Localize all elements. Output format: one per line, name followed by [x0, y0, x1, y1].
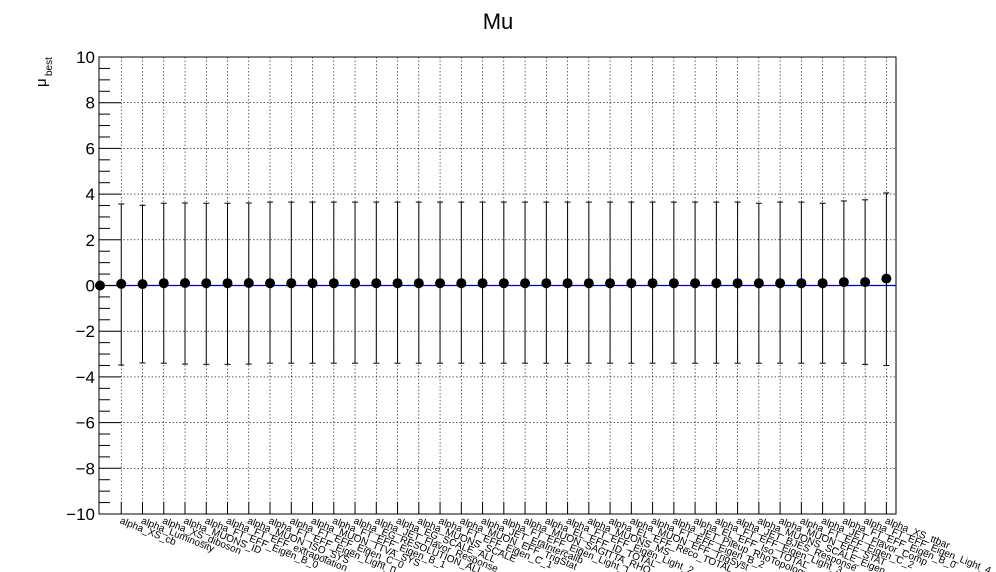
data-point — [583, 278, 594, 289]
data-point — [796, 278, 807, 289]
y-axis-label: μ best — [33, 57, 55, 87]
data-point — [541, 278, 552, 289]
data-point — [222, 278, 233, 289]
y-tick-label: 6 — [86, 139, 95, 158]
data-point — [158, 278, 169, 289]
data-point — [435, 278, 446, 289]
y-tick-label: 4 — [86, 185, 95, 204]
data-point — [520, 278, 531, 289]
y-tick-label: −4 — [76, 368, 95, 387]
data-point — [413, 278, 424, 289]
y-tick-label: −2 — [76, 322, 95, 341]
data-point — [817, 278, 828, 289]
data-point — [711, 278, 722, 289]
data-point — [562, 278, 573, 289]
data-point — [498, 278, 509, 289]
data-point — [392, 278, 403, 289]
data-point — [732, 278, 743, 289]
data-point — [328, 278, 339, 289]
data-point — [775, 278, 786, 289]
y-axis-label-sub: best — [44, 57, 55, 76]
y-tick-label: −10 — [66, 505, 95, 524]
data-point — [838, 277, 849, 288]
data-point — [626, 278, 637, 289]
axes — [99, 56, 887, 515]
y-tick-label: 8 — [86, 94, 95, 113]
data-point — [881, 273, 892, 284]
y-tick-label: −8 — [76, 459, 95, 478]
y-tick-label: 10 — [76, 48, 95, 67]
data-point — [265, 278, 276, 289]
data-point — [350, 278, 361, 289]
data-point — [647, 278, 658, 289]
chart-title: Mu — [483, 9, 514, 34]
data-point — [477, 278, 488, 289]
data-point — [753, 278, 764, 289]
data-point — [690, 278, 701, 289]
data-point — [180, 277, 191, 288]
data-points — [95, 273, 892, 291]
y-tick-label: 2 — [86, 231, 95, 250]
data-point — [116, 278, 127, 289]
data-point — [860, 277, 871, 288]
y-tick-label: 0 — [86, 277, 95, 296]
data-point — [137, 279, 148, 290]
data-point — [201, 278, 212, 289]
data-point — [307, 278, 318, 289]
y-tick-labels: −10 −8 −6 −4 −2 0 2 4 6 8 10 — [66, 48, 95, 524]
data-point — [668, 278, 679, 289]
data-point — [456, 278, 467, 289]
data-point — [371, 278, 382, 289]
y-axis-label-main: μ — [33, 78, 50, 87]
x-category-labels: alpha_XS_cbalpha_Luminosityalpha_XS_dibo… — [118, 516, 993, 572]
data-point — [243, 277, 254, 288]
data-point — [605, 278, 616, 289]
data-point — [286, 278, 297, 289]
y-tick-label: −6 — [76, 414, 95, 433]
